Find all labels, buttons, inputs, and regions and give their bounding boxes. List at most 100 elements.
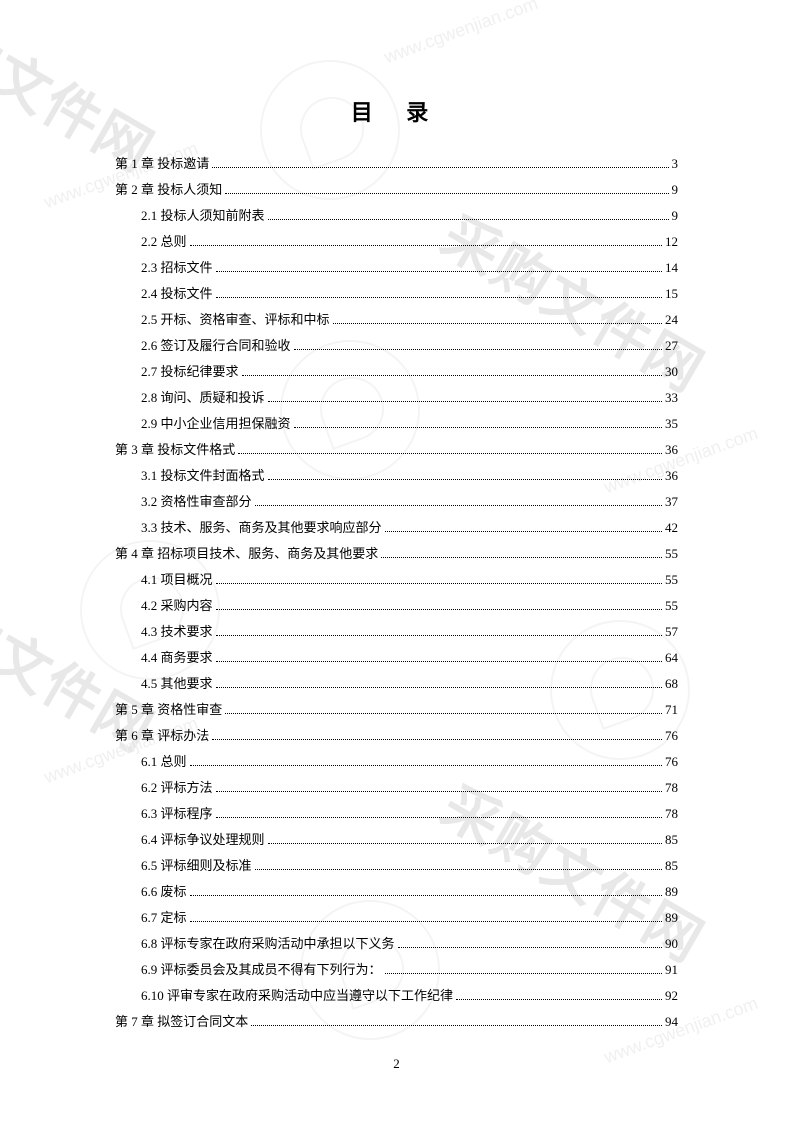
page-title: 目 录 xyxy=(115,95,678,127)
toc-leader-dots xyxy=(255,505,662,506)
toc-entry: 2.2 总则 12 xyxy=(115,235,678,249)
toc-page-number: 24 xyxy=(665,313,678,326)
toc-entry: 2.4 投标文件15 xyxy=(115,287,678,301)
toc-leader-dots xyxy=(190,765,662,766)
toc-page-number: 55 xyxy=(665,599,678,612)
toc-entry: 6.2 评标方法 78 xyxy=(115,781,678,795)
toc-entry: 6.7 定标89 xyxy=(115,911,678,925)
toc-label: 6.5 评标细则及标准 xyxy=(141,859,252,872)
toc-label: 2.5 开标、资格审查、评标和中标 xyxy=(141,313,330,326)
toc-page-number: 9 xyxy=(672,183,679,196)
toc-leader-dots xyxy=(242,375,662,376)
toc-label: 2.7 投标纪律要求 xyxy=(141,365,239,378)
toc-label: 6.1 总则 xyxy=(141,755,187,768)
toc-label: 2.1 投标人须知前附表 xyxy=(141,209,265,222)
toc-page-number: 33 xyxy=(665,391,678,404)
toc-entry: 3.1 投标文件封面格式 36 xyxy=(115,469,678,483)
toc-entry: 3.3 技术、服务、商务及其他要求响应部分42 xyxy=(115,521,678,535)
toc-leader-dots xyxy=(268,219,669,220)
toc-leader-dots xyxy=(216,661,662,662)
toc-label: 4.1 项目概况 xyxy=(141,573,213,586)
toc-page-number: 68 xyxy=(665,677,678,690)
toc-label: 第 2 章 投标人须知 xyxy=(115,183,222,196)
toc-page-number: 30 xyxy=(665,365,678,378)
toc-label: 4.3 技术要求 xyxy=(141,625,213,638)
toc-entry: 2.7 投标纪律要求 30 xyxy=(115,365,678,379)
toc-leader-dots xyxy=(216,635,662,636)
toc-page-number: 37 xyxy=(665,495,678,508)
toc-label: 6.6 废标 xyxy=(141,885,187,898)
toc-page-number: 36 xyxy=(665,469,678,482)
toc-leader-dots xyxy=(216,687,662,688)
toc-entry: 2.8 询问、质疑和投诉 33 xyxy=(115,391,678,405)
toc-page-number: 89 xyxy=(665,885,678,898)
toc-page-number: 91 xyxy=(665,963,678,976)
toc-entry: 第 6 章 评标办法 76 xyxy=(115,729,678,743)
toc-leader-dots xyxy=(333,323,662,324)
toc-label: 4.5 其他要求 xyxy=(141,677,213,690)
toc-leader-dots xyxy=(190,245,662,246)
toc-label: 2.6 签订及履行合同和验收 xyxy=(141,339,291,352)
toc-leader-dots xyxy=(238,453,662,454)
toc-page-number: 55 xyxy=(665,573,678,586)
toc-page-number: 76 xyxy=(665,755,678,768)
toc-entry: 4.2 采购内容55 xyxy=(115,599,678,613)
toc-page-number: 14 xyxy=(665,261,678,274)
toc-leader-dots xyxy=(216,271,662,272)
table-of-contents: 第 1 章 投标邀请 3 第 2 章 投标人须知 9 2.1 投标人须知前附表 9 2.2 … xyxy=(115,157,678,1029)
toc-page-number: 3 xyxy=(672,157,679,170)
toc-label: 6.10 评审专家在政府采购活动中应当遵守以下工作纪律 xyxy=(141,989,453,1002)
toc-label: 第 6 章 评标办法 xyxy=(115,729,209,742)
toc-entry: 第 5 章 资格性审查71 xyxy=(115,703,678,717)
page-container: 目 录 第 1 章 投标邀请 3 第 2 章 投标人须知 9 2.1 投标人须知前附表 9… xyxy=(0,0,793,1122)
toc-leader-dots xyxy=(212,739,662,740)
toc-leader-dots xyxy=(216,817,662,818)
toc-entry: 6.9 评标委员会及其成员不得有下列行为：91 xyxy=(115,963,678,977)
toc-page-number: 36 xyxy=(665,443,678,456)
toc-page-number: 78 xyxy=(665,781,678,794)
toc-page-number: 85 xyxy=(665,859,678,872)
toc-entry: 第 7 章 拟签订合同文本94 xyxy=(115,1015,678,1029)
toc-entry: 4.3 技术要求57 xyxy=(115,625,678,639)
toc-entry: 6.4 评标争议处理规则 85 xyxy=(115,833,678,847)
toc-page-number: 9 xyxy=(672,209,679,222)
toc-entry: 4.1 项目概况 55 xyxy=(115,573,678,587)
toc-page-number: 27 xyxy=(665,339,678,352)
toc-entry: 6.8 评标专家在政府采购活动中承担以下义务90 xyxy=(115,937,678,951)
toc-page-number: 35 xyxy=(665,417,678,430)
toc-entry: 2.3 招标文件 14 xyxy=(115,261,678,275)
toc-label: 3.2 资格性审查部分 xyxy=(141,495,252,508)
toc-page-number: 78 xyxy=(665,807,678,820)
toc-label: 2.2 总则 xyxy=(141,235,187,248)
toc-leader-dots xyxy=(268,843,662,844)
toc-label: 2.4 投标文件 xyxy=(141,287,213,300)
toc-page-number: 92 xyxy=(665,989,678,1002)
toc-leader-dots xyxy=(212,167,668,168)
toc-entry: 第 3 章 投标文件格式 36 xyxy=(115,443,678,457)
toc-label: 3.1 投标文件封面格式 xyxy=(141,469,265,482)
toc-label: 2.3 招标文件 xyxy=(141,261,213,274)
toc-label: 第 5 章 资格性审查 xyxy=(115,703,222,716)
toc-page-number: 76 xyxy=(665,729,678,742)
toc-entry: 6.3 评标程序78 xyxy=(115,807,678,821)
toc-leader-dots xyxy=(381,557,662,558)
toc-label: 2.8 询问、质疑和投诉 xyxy=(141,391,265,404)
toc-label: 6.4 评标争议处理规则 xyxy=(141,833,265,846)
toc-leader-dots xyxy=(225,713,662,714)
toc-label: 6.2 评标方法 xyxy=(141,781,213,794)
toc-page-number: 89 xyxy=(665,911,678,924)
toc-entry: 6.1 总则 76 xyxy=(115,755,678,769)
toc-leader-dots xyxy=(216,583,662,584)
toc-page-number: 85 xyxy=(665,833,678,846)
toc-page-number: 64 xyxy=(665,651,678,664)
toc-entry: 第 1 章 投标邀请 3 xyxy=(115,157,678,171)
toc-entry: 6.10 评审专家在政府采购活动中应当遵守以下工作纪律 92 xyxy=(115,989,678,1003)
toc-label: 第 3 章 投标文件格式 xyxy=(115,443,235,456)
toc-leader-dots xyxy=(190,921,662,922)
toc-entry: 第 2 章 投标人须知 9 xyxy=(115,183,678,197)
toc-entry: 第 4 章 招标项目技术、服务、商务及其他要求55 xyxy=(115,547,678,561)
toc-label: 第 1 章 投标邀请 xyxy=(115,157,209,170)
toc-entry: 4.5 其他要求 68 xyxy=(115,677,678,691)
toc-entry: 2.1 投标人须知前附表 9 xyxy=(115,209,678,223)
toc-page-number: 12 xyxy=(665,235,678,248)
